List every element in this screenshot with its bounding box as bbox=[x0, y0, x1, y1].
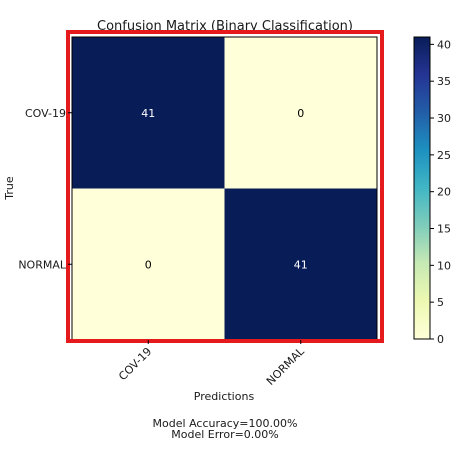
heatmap-cell bbox=[224, 188, 377, 340]
x-tick-label: NORMAL bbox=[264, 344, 308, 388]
colorbar-tick-label: 20 bbox=[437, 186, 451, 199]
y-axis-label: True bbox=[3, 176, 16, 201]
colorbar-ticks: 0 5 10 15 20 25 30 35 40 bbox=[430, 38, 451, 346]
cell-value-label: 41 bbox=[294, 258, 308, 271]
y-tick-label: COV-19 bbox=[25, 107, 66, 120]
y-tick-label: NORMAL bbox=[18, 258, 67, 271]
y-axis-ticks: COV-19 NORMAL bbox=[18, 107, 72, 271]
heatmap-cell bbox=[72, 37, 225, 189]
cell-value-label: 0 bbox=[297, 107, 304, 120]
colorbar-tick-label: 35 bbox=[437, 75, 451, 88]
heatmap-cells bbox=[72, 37, 377, 340]
colorbar-tick-label: 10 bbox=[437, 259, 451, 272]
colorbar-tick-label: 25 bbox=[437, 149, 451, 162]
heatmap-cell-labels: 41 0 0 41 bbox=[141, 107, 308, 272]
heatmap-cell bbox=[72, 188, 225, 340]
heatmap-cell bbox=[224, 37, 377, 189]
annotation-accuracy: Model Accuracy=100.00% bbox=[153, 417, 298, 430]
colorbar-tick-label: 40 bbox=[437, 38, 451, 51]
cell-value-label: 41 bbox=[141, 107, 155, 120]
x-axis-label: Predictions bbox=[194, 390, 255, 403]
x-tick-label: COV-19 bbox=[116, 345, 154, 383]
highlight-box bbox=[66, 30, 384, 343]
colorbar bbox=[413, 36, 431, 340]
x-axis-ticks: COV-19 NORMAL bbox=[116, 340, 307, 388]
cell-value-label: 0 bbox=[145, 258, 152, 271]
colorbar-tick-label: 5 bbox=[437, 296, 444, 309]
colorbar-tick-label: 15 bbox=[437, 223, 451, 236]
annotation-error: Model Error=0.00% bbox=[171, 428, 279, 441]
colorbar-tick-label: 0 bbox=[437, 333, 444, 346]
colorbar-tick-label: 30 bbox=[437, 112, 451, 125]
